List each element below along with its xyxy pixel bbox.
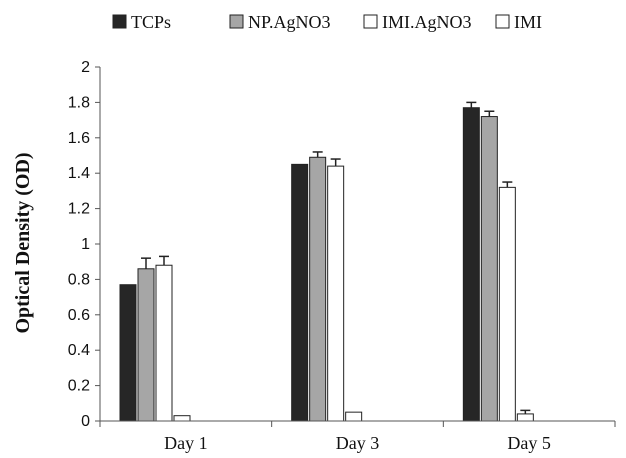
error-bar [484, 110, 495, 117]
legend-item: IMI.AgNO3 [363, 12, 472, 32]
y-axis-title: Optical Density (OD) [12, 152, 34, 333]
y-tick-label: 0.6 [68, 307, 90, 324]
error-bar [502, 181, 513, 188]
bar [173, 415, 191, 422]
bar [137, 268, 155, 422]
legend-swatch [229, 14, 244, 29]
error-bar [141, 257, 151, 269]
error-bar [520, 409, 531, 414]
bar [155, 264, 173, 422]
legend-swatch [363, 14, 378, 29]
y-tick-label: 0 [81, 413, 90, 430]
legend: TCPs NP.AgNO3 IMI.AgNO3 IMI [112, 12, 542, 32]
y-tick-label: 2 [81, 59, 90, 76]
y-tick-label: 0.2 [68, 378, 90, 395]
y-tick-label: 1 [81, 236, 90, 253]
x-tick-label: Day 5 [507, 433, 551, 453]
y-tick-label: 1.6 [68, 130, 90, 147]
bar [309, 156, 327, 422]
bar [498, 186, 516, 422]
legend-swatch [495, 14, 510, 29]
bar [291, 163, 309, 422]
x-tick-label: Day 3 [336, 433, 380, 453]
error-bar [312, 151, 323, 158]
error-bar [159, 255, 169, 266]
bar [480, 116, 498, 422]
legend-item: IMI [495, 12, 542, 32]
y-tick-label: 1.4 [68, 165, 90, 182]
legend-label: IMI.AgNO3 [382, 12, 472, 32]
y-tick-label: 1.2 [68, 201, 90, 218]
error-bar [330, 158, 341, 167]
legend-swatch [112, 14, 127, 29]
bar [327, 165, 345, 422]
legend-item: TCPs [112, 12, 171, 32]
y-tick-label: 0.4 [68, 342, 90, 359]
bars [119, 101, 534, 422]
x-axis: Day 1 Day 3 Day 5 [99, 420, 616, 453]
legend-label: TCPs [131, 12, 171, 32]
error-bar [466, 101, 477, 108]
legend-item: NP.AgNO3 [229, 12, 331, 32]
y-tick-label: 1.8 [68, 94, 90, 111]
y-tick-label: 0.8 [68, 271, 90, 288]
bar [345, 411, 363, 422]
bar [119, 284, 137, 422]
x-tick-label: Day 1 [164, 433, 208, 453]
y-axis: 0 0.2 0.4 0.6 0.8 1 1.2 1.4 1.6 1.8 2 [68, 59, 101, 430]
legend-label: IMI [514, 12, 542, 32]
bar [462, 107, 480, 422]
legend-label: NP.AgNO3 [248, 12, 331, 32]
bar [516, 413, 534, 422]
